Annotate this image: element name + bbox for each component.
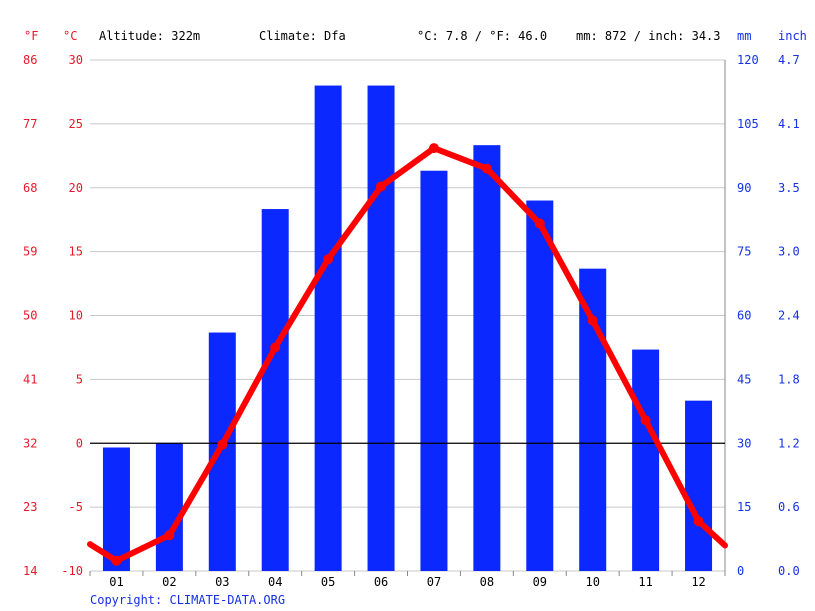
precipitation-bar (632, 349, 660, 571)
y-tick-celsius: 30 (69, 53, 83, 67)
precipitation-bar (314, 85, 342, 572)
temperature-point (164, 530, 175, 541)
y-tick-celsius: -5 (69, 500, 83, 514)
y-tick-fahrenheit: 68 (23, 181, 37, 195)
unit-inch-label: inch (778, 29, 807, 43)
temperature-series-line (87, 145, 728, 564)
y-tick-celsius: 25 (69, 117, 83, 131)
y-tick-fahrenheit: 77 (23, 117, 37, 131)
x-tick-label: 08 (480, 575, 494, 589)
y-tick-inch: 1.8 (778, 372, 800, 386)
y-tick-inch: 1.2 (778, 436, 800, 450)
x-tick-label: 10 (585, 575, 599, 589)
y-tick-mm: 30 (737, 436, 751, 450)
temperature-point (481, 163, 492, 174)
x-tick-label: 05 (321, 575, 335, 589)
precipitation-bar (420, 170, 448, 571)
temperature-point (587, 315, 598, 326)
y-tick-mm: 90 (737, 181, 751, 195)
y-tick-mm: 60 (737, 309, 751, 323)
y-tick-mm: 120 (737, 53, 759, 67)
grid-lines (89, 59, 726, 576)
y-tick-fahrenheit: 23 (23, 500, 37, 514)
y-tick-fahrenheit: 41 (23, 372, 37, 386)
y-tick-celsius: 0 (76, 436, 83, 450)
temperature-point (640, 415, 651, 426)
y-tick-mm: 45 (737, 372, 751, 386)
temperature-line (87, 143, 728, 566)
temperature-point (217, 439, 228, 450)
x-tick-label: 12 (691, 575, 705, 589)
x-tick-label: 09 (533, 575, 547, 589)
x-tick-label: 07 (427, 575, 441, 589)
precipitation-bar (526, 200, 554, 571)
precipitation-bar (473, 145, 501, 571)
y-tick-celsius: 10 (69, 309, 83, 323)
y-tick-celsius: -10 (61, 564, 83, 578)
altitude-label: Altitude: 322m (99, 29, 200, 43)
climate-label: Climate: Dfa (259, 29, 346, 43)
y-tick-fahrenheit: 50 (23, 309, 37, 323)
temperature-point (428, 143, 439, 154)
precipitation-bar (102, 447, 130, 571)
x-tick-label: 04 (268, 575, 282, 589)
unit-mm-label: mm (737, 29, 751, 43)
temperature-point (693, 516, 704, 527)
temperature-point (270, 342, 281, 353)
temperature-point (376, 181, 387, 192)
y-tick-celsius: 5 (76, 372, 83, 386)
axis-ticks: 86 30 120 4.777 25 105 4.168 20 90 3.559 15 75 3.050… (23, 53, 800, 589)
y-tick-inch: 4.7 (778, 53, 800, 67)
precipitation-bar (367, 85, 395, 572)
y-tick-inch: 3.0 (778, 245, 800, 259)
y-tick-mm: 75 (737, 245, 751, 259)
unit-celsius-label: °C (63, 29, 77, 43)
precipitation-total-label: mm: 872 / inch: 34.3 (576, 29, 721, 43)
temperature-point (323, 254, 334, 265)
y-tick-celsius: 15 (69, 245, 83, 259)
precipitation-bars (102, 85, 713, 572)
y-tick-mm: 105 (737, 117, 759, 131)
precipitation-bar (208, 332, 236, 571)
precipitation-bar (155, 443, 183, 571)
y-tick-fahrenheit: 14 (23, 564, 37, 578)
y-tick-celsius: 20 (69, 181, 83, 195)
x-tick-label: 03 (215, 575, 229, 589)
y-tick-fahrenheit: 32 (23, 436, 37, 450)
x-tick-label: 06 (374, 575, 388, 589)
y-tick-inch: 2.4 (778, 309, 800, 323)
precipitation-bar (261, 209, 289, 571)
temperature-point (534, 218, 545, 229)
y-tick-fahrenheit: 59 (23, 245, 37, 259)
x-tick-label: 11 (638, 575, 652, 589)
x-tick-label: 01 (109, 575, 123, 589)
y-tick-inch: 4.1 (778, 117, 800, 131)
y-tick-inch: 3.5 (778, 181, 800, 195)
precipitation-bar (685, 400, 713, 571)
average-temperature-label: °C: 7.8 / °F: 46.0 (417, 29, 547, 43)
x-tick-label: 02 (162, 575, 176, 589)
unit-fahrenheit-label: °F (24, 29, 38, 43)
y-tick-inch: 0.6 (778, 500, 800, 514)
precipitation-bar (579, 268, 607, 571)
y-tick-fahrenheit: 86 (23, 53, 37, 67)
temperature-point (111, 555, 122, 566)
y-tick-inch: 0.0 (778, 564, 800, 578)
y-tick-mm: 15 (737, 500, 751, 514)
copyright-text: Copyright: CLIMATE-DATA.ORG (90, 593, 285, 607)
y-tick-mm: 0 (737, 564, 744, 578)
